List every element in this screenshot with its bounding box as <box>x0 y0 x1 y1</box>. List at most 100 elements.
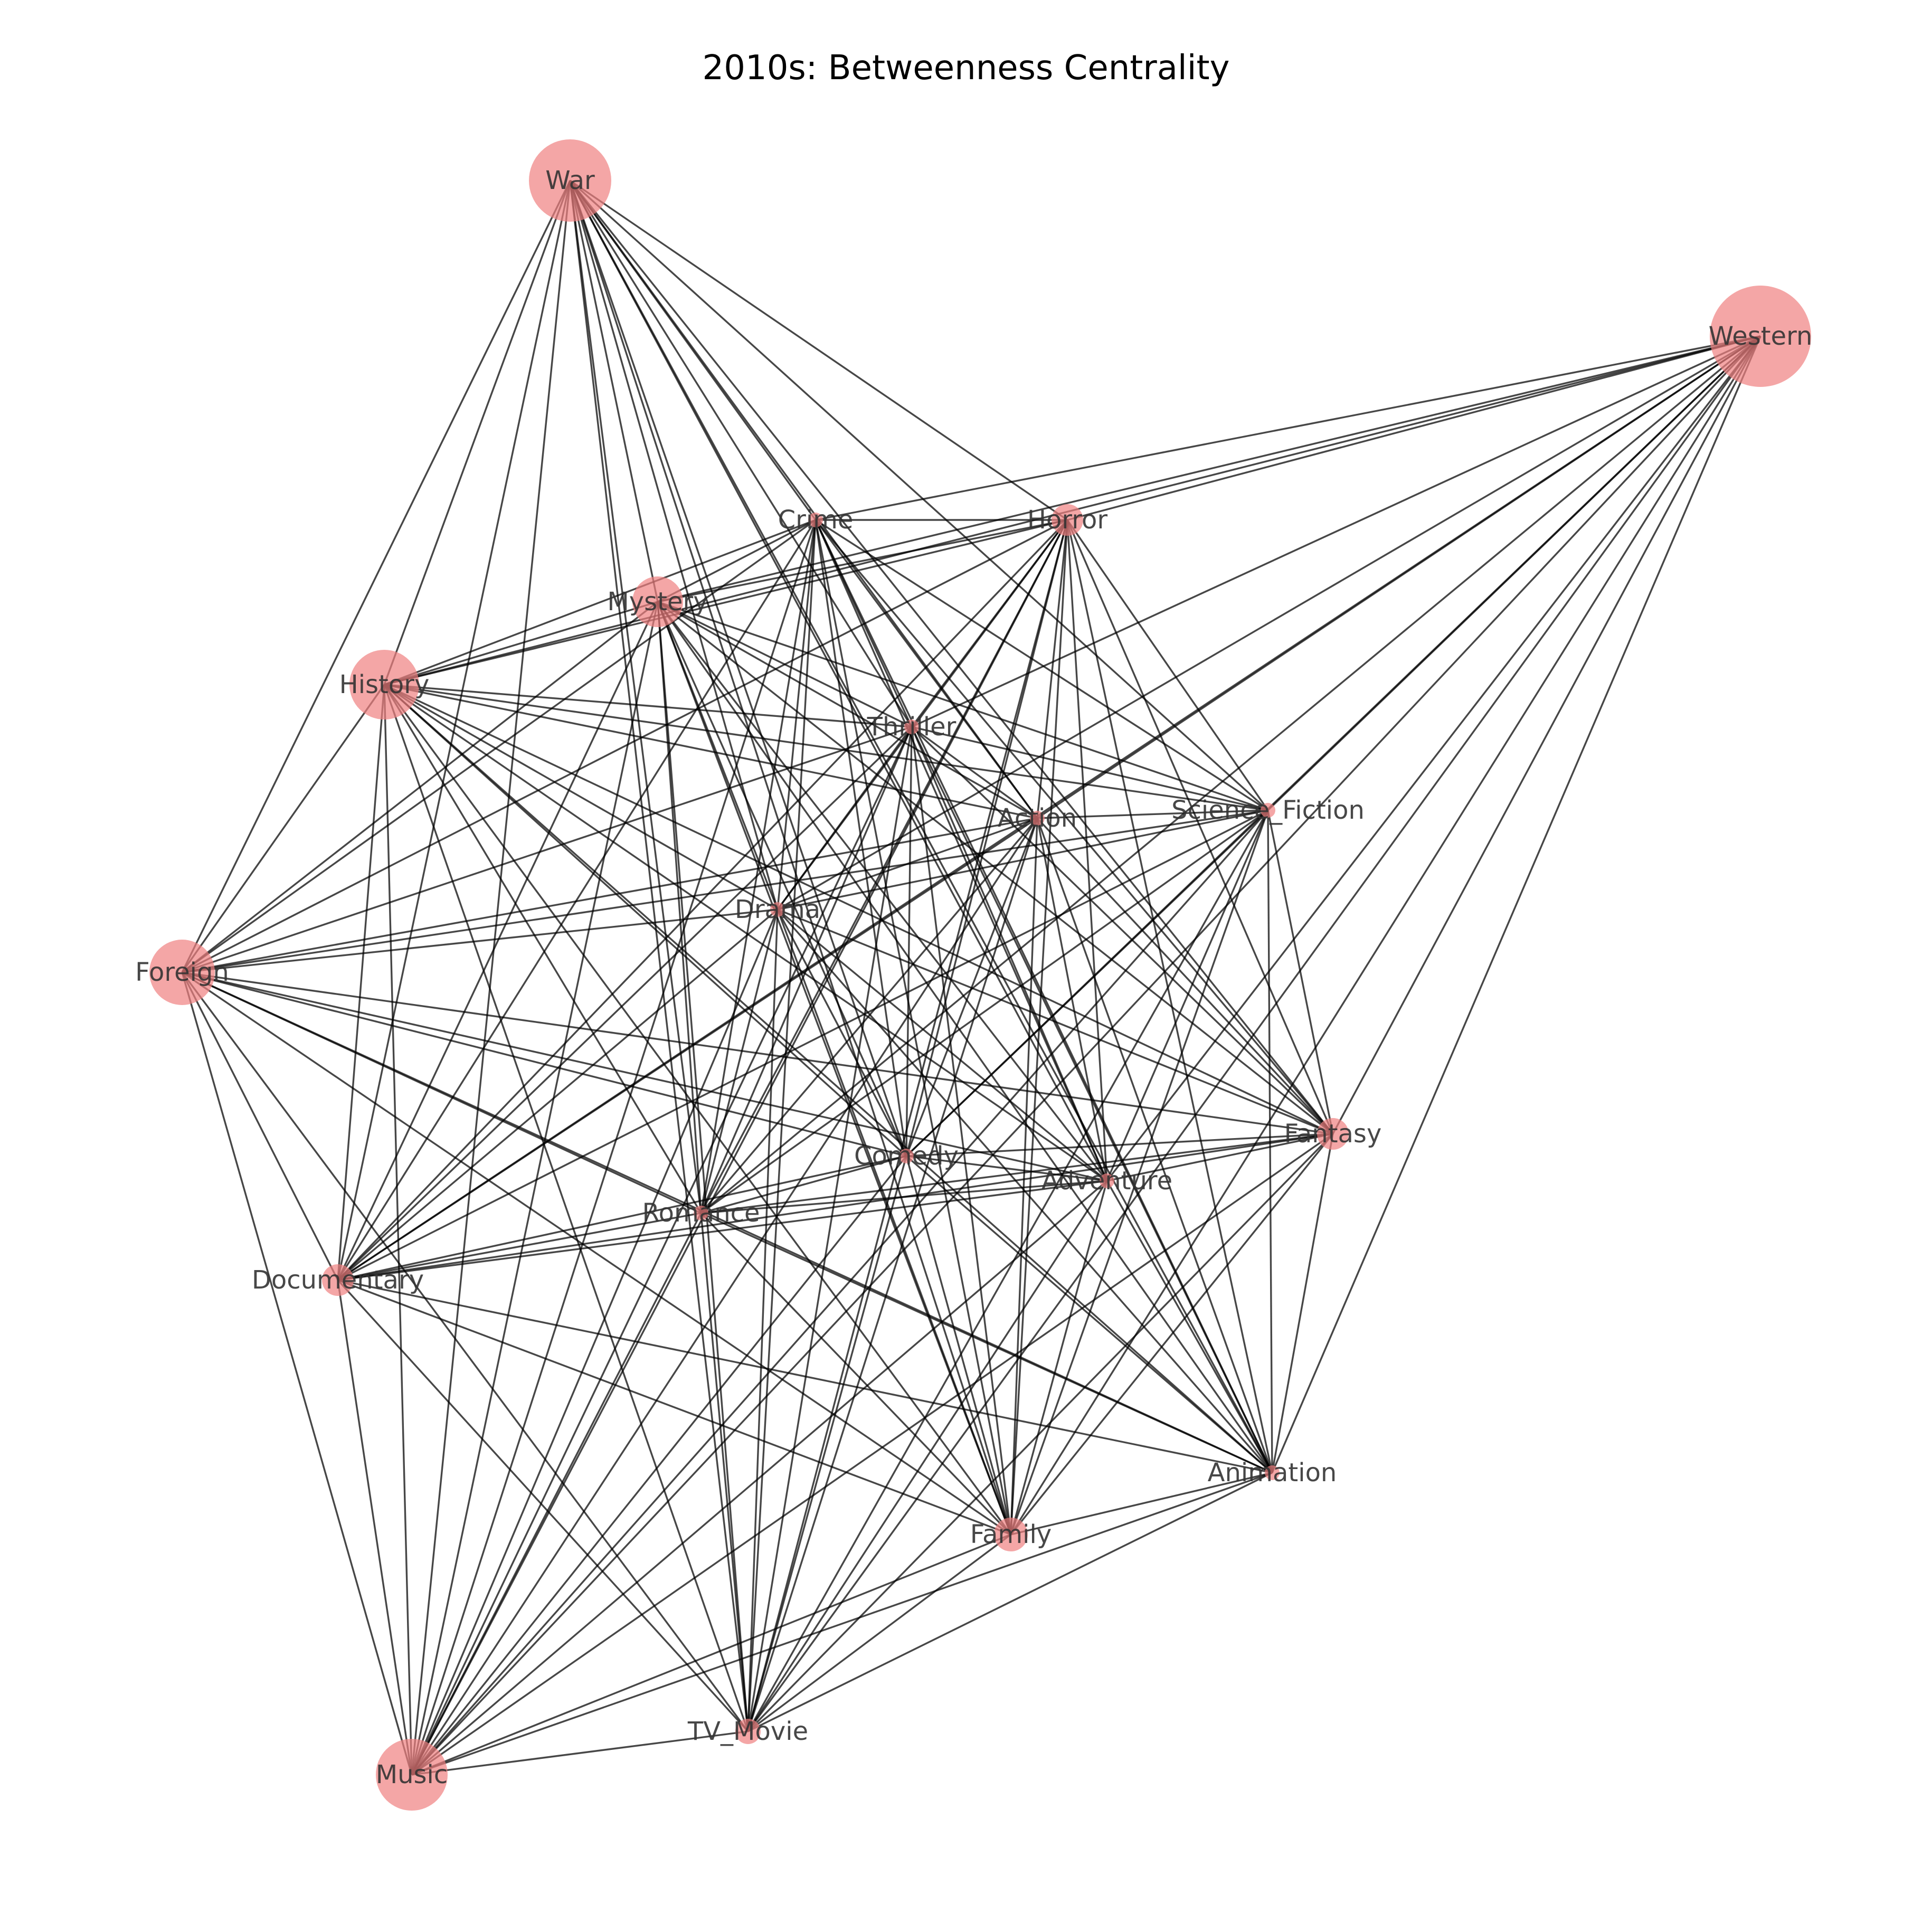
edge-family-tv-movie <box>747 1533 1012 1732</box>
edge-crime-fantasy <box>815 519 1334 1135</box>
edge-crime-tv-movie <box>747 519 817 1732</box>
edge-war-horror <box>570 179 1068 521</box>
node-label-adventure: Adventure <box>1041 1166 1172 1196</box>
edge-history-foreign <box>181 684 385 973</box>
edge-mystery-animation <box>657 601 1273 1473</box>
edge-adventure-tv-movie <box>747 1180 1108 1732</box>
node-label-horror: Horror <box>1027 505 1107 535</box>
edge-science-fiction-adventure <box>1106 810 1269 1181</box>
edge-horror-music <box>411 519 1068 1775</box>
edge-drama-fantasy <box>777 908 1333 1135</box>
edge-war-tv-movie <box>569 180 749 1732</box>
edge-comedy-adventure <box>906 1155 1107 1182</box>
edge-foreign-music <box>181 972 413 1775</box>
node-science-fiction <box>1261 803 1275 818</box>
edge-science-fiction-fantasy <box>1267 810 1334 1134</box>
edge-crime-mystery <box>657 519 816 603</box>
nodes-layer <box>149 139 1811 1811</box>
node-family <box>994 1518 1028 1551</box>
edge-war-fantasy <box>569 179 1334 1135</box>
edge-horror-adventure <box>1066 519 1108 1181</box>
edge-western-mystery <box>657 335 1761 603</box>
edge-foreign-fantasy <box>182 971 1333 1135</box>
edge-comedy-documentary <box>337 1155 907 1281</box>
edge-mystery-tv-movie <box>657 601 749 1732</box>
edge-science-fiction-foreign <box>182 809 1268 973</box>
edge-drama-family <box>776 909 1012 1535</box>
edge-horror-tv-movie <box>747 519 1068 1732</box>
edge-horror-mystery <box>657 519 1068 603</box>
edge-history-family <box>383 684 1012 1536</box>
node-history <box>349 650 419 719</box>
edge-mystery-history <box>384 601 658 686</box>
node-label-family: Family <box>970 1520 1052 1549</box>
edge-history-science-fiction <box>384 684 1268 811</box>
edge-comedy-animation <box>905 1155 1273 1474</box>
node-drama <box>770 902 785 917</box>
edge-science-fiction-family <box>1010 810 1269 1535</box>
edge-documentary-animation <box>337 1279 1273 1474</box>
edge-thriller-action <box>911 726 1038 819</box>
edge-tv-movie-music <box>411 1730 749 1776</box>
edge-crime-adventure <box>815 519 1108 1181</box>
edge-history-drama <box>384 684 778 911</box>
edge-mystery-documentary <box>337 601 659 1281</box>
edge-romance-music <box>411 1213 702 1775</box>
edge-animation-music <box>411 1472 1273 1776</box>
edge-documentary-family <box>337 1279 1011 1536</box>
edge-war-action <box>569 179 1038 819</box>
edge-science-fiction-drama <box>777 809 1268 911</box>
edge-mystery-action <box>657 601 1038 819</box>
edge-history-action <box>384 684 1038 819</box>
edge-animation-family <box>1010 1472 1273 1536</box>
edge-fantasy-documentary <box>337 1133 1333 1281</box>
edge-science-fiction-comedy <box>905 809 1269 1157</box>
edge-adventure-music <box>411 1180 1108 1776</box>
edge-history-comedy <box>383 684 907 1157</box>
node-horror <box>1052 504 1083 536</box>
edge-drama-adventure <box>776 908 1108 1182</box>
edge-western-music <box>411 335 1761 1776</box>
edge-war-foreign <box>181 180 571 973</box>
node-tv-movie <box>735 1719 761 1744</box>
edge-war-family <box>569 180 1012 1535</box>
edge-comedy-tv-movie <box>747 1156 907 1732</box>
edge-crime-action <box>815 519 1038 819</box>
edge-mystery-adventure <box>657 601 1108 1182</box>
edge-romance-tv-movie <box>700 1213 749 1732</box>
edge-history-fantasy <box>384 684 1333 1135</box>
edge-action-documentary <box>337 817 1038 1281</box>
node-foreign <box>149 940 215 1005</box>
edge-thriller-foreign <box>182 726 912 973</box>
node-label-mystery: Mystery <box>607 587 708 617</box>
node-label-drama: Drama <box>735 895 820 924</box>
node-label-foreign: Foreign <box>135 958 229 987</box>
edge-horror-comedy <box>905 519 1068 1157</box>
chart-title: 2010s: Betweenness Centrality <box>703 49 1230 88</box>
edge-horror-family <box>1010 519 1068 1535</box>
edge-history-tv-movie <box>383 684 749 1732</box>
edge-thriller-adventure <box>911 726 1108 1181</box>
node-label-fantasy: Fantasy <box>1284 1119 1382 1149</box>
edge-romance-animation <box>700 1212 1273 1474</box>
edge-thriller-documentary <box>337 726 913 1281</box>
edge-fantasy-adventure <box>1106 1133 1333 1182</box>
edge-drama-documentary <box>337 908 779 1281</box>
node-action <box>1030 811 1045 826</box>
node-label-western: Western <box>1709 321 1813 351</box>
edges-layer <box>181 179 1761 1776</box>
node-war <box>529 139 611 222</box>
edge-foreign-documentary <box>181 972 339 1281</box>
edge-fantasy-family <box>1010 1133 1334 1536</box>
edge-history-documentary <box>337 684 385 1281</box>
edge-action-adventure <box>1036 818 1108 1181</box>
node-mystery <box>632 576 683 627</box>
edge-science-fiction-music <box>411 809 1269 1776</box>
edge-war-drama <box>569 180 779 910</box>
edge-adventure-documentary <box>337 1180 1107 1281</box>
edge-fantasy-tv-movie <box>747 1133 1334 1732</box>
edge-mystery-science-fiction <box>657 601 1268 811</box>
edge-war-music <box>411 180 571 1775</box>
node-label-romance: Romance <box>642 1198 760 1228</box>
